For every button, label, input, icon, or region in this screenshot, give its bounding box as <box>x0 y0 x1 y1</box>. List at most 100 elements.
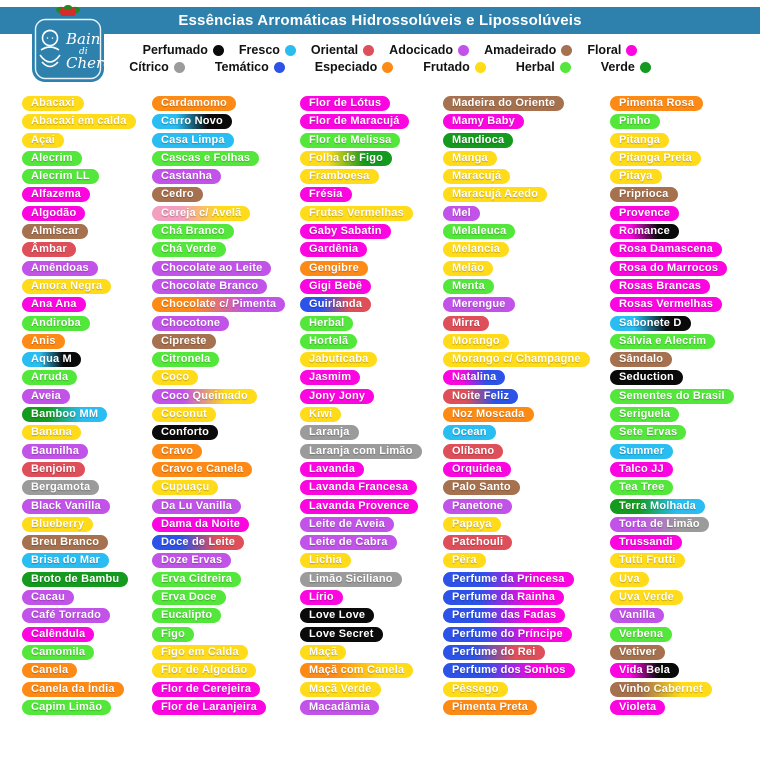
legend-color-dot <box>561 44 573 56</box>
legend-item-tematico: Temático <box>215 60 285 74</box>
svg-text:di: di <box>79 47 88 57</box>
essence-pill: Uva <box>610 571 649 587</box>
essence-pill: Alecrim <box>22 150 82 166</box>
badge-shape <box>32 16 104 82</box>
essence-pill: Cereja c/ Avelã <box>152 205 251 221</box>
essence-pill: Jasmim <box>300 370 361 386</box>
essence-pill: Perfume do Rei <box>443 644 545 660</box>
essence-pill: Noite Feliz <box>443 388 519 404</box>
essence-pill: Love Secret <box>300 626 383 642</box>
essence-pill: Madeira do Oriente <box>443 96 565 111</box>
legend-color-dot <box>363 44 375 56</box>
essence-pill: Cascas e Folhas <box>152 150 260 166</box>
essence-pill: Aqua M <box>22 352 81 368</box>
essence-pill: Priprioca <box>610 187 678 203</box>
essence-pill: Mamy Baby <box>443 114 524 130</box>
essence-pill: Cacau <box>22 590 75 606</box>
essence-pill: Eucalipto <box>152 608 222 624</box>
essence-pill: Sálvia e Alecrim <box>610 333 716 349</box>
legend-item-frutado: Frutado <box>423 60 486 74</box>
legend-row-1: Perfumado Fresco Oriental Adocicado Amadeira… <box>130 43 650 57</box>
essence-pill: Pimenta Rosa <box>610 96 704 111</box>
legend-color-dot <box>212 44 224 56</box>
legend-item-fresco: Fresco <box>239 43 296 57</box>
essence-pill: Gardênia <box>300 242 368 258</box>
legend-item-perfumado: Perfumado <box>143 43 224 57</box>
essence-pill: Rosa Damascena <box>610 242 722 258</box>
essence-pill: Amêndoas <box>22 260 98 276</box>
essence-pill: Baunilha <box>22 443 89 459</box>
legend-color-dot <box>284 44 296 56</box>
essence-pill: Coco <box>152 370 199 386</box>
essence-pill: Gigi Bebê <box>300 278 372 294</box>
essence-pill: Chá Verde <box>152 242 226 258</box>
essence-pill: Menta <box>443 278 494 294</box>
essence-column-1: Abacaxi Abacaxi em calda Açai Alecrim Alecri… <box>22 96 136 715</box>
essence-pill: Frésia <box>300 187 352 203</box>
essence-pill: Gengibre <box>300 260 368 276</box>
essence-pill: Pitanga Preta <box>610 150 701 166</box>
essence-pill: Coconut <box>152 407 217 423</box>
essence-pill: Pitanga <box>610 132 670 148</box>
essence-pill: Leite de Cabra <box>300 535 397 551</box>
essence-pill: Melaleuca <box>443 224 516 240</box>
legend-label: Temático <box>214 60 269 74</box>
essence-pill: Breu Branco <box>22 535 109 551</box>
essence-pill: Brisa do Mar <box>22 553 110 569</box>
essence-pill: Terra Molhada <box>610 498 705 514</box>
legend-item-adocicado: Adocicado <box>389 43 470 57</box>
header-bar: Essências Arromáticas Hidrossolúveis e L… <box>0 7 760 34</box>
legend-row-2: Cítrico Temático Especiado Frutado Herbal Ver… <box>129 60 651 74</box>
essence-pill: Cardamomo <box>152 96 236 111</box>
essence-pill: Figo <box>152 626 195 642</box>
brand-logo: Bain di Chero <box>32 5 112 82</box>
essence-pill: Leite de Aveia <box>300 516 394 532</box>
essence-pill: Talco JJ <box>610 461 673 477</box>
essence-pill: Banana <box>22 425 81 441</box>
essence-pill: Summer <box>610 443 674 459</box>
legend-label: Especiado <box>314 60 378 74</box>
essence-pill: Chocolate ao Leite <box>152 260 272 276</box>
essence-pill: Canela da Índia <box>22 681 124 697</box>
essence-pill: Abacaxi <box>22 96 84 111</box>
essence-pill: Flor de Laranjeira <box>152 699 266 715</box>
essence-pill: Abacaxi em calda <box>22 114 136 130</box>
essence-pill: Flor de Melissa <box>300 132 401 148</box>
essence-pill: Lichia <box>300 553 351 569</box>
essence-pill: Morango <box>443 333 509 349</box>
legend-item-amadeirado: Amadeirado <box>484 43 573 57</box>
essence-pill: Maçã Verde <box>300 681 381 697</box>
essence-pill: Cipreste <box>152 333 216 349</box>
essence-pill: Orquidea <box>443 461 511 477</box>
essence-pill: Macadâmia <box>300 699 380 715</box>
essence-pill: Pimenta Preta <box>443 699 537 715</box>
essence-pill: Vinho Cabernet <box>610 681 712 697</box>
legend-item-floral: Floral <box>587 43 638 57</box>
legend-label: Floral <box>587 43 622 57</box>
essence-pill: Uva Verde <box>610 590 684 606</box>
essence-pill: Flor de Algodão <box>152 663 257 679</box>
essence-pill: Tea Tree <box>610 480 674 496</box>
essence-pill: Maçã com Canela <box>300 663 414 679</box>
essence-pill: Cedro <box>152 187 203 203</box>
legend-label: Frutado <box>423 60 470 74</box>
essence-pill: Pêssego <box>443 681 508 697</box>
essence-pill: Anis <box>22 333 65 349</box>
essence-pill: Tutti Frutti <box>610 553 685 569</box>
essence-pill: Blueberry <box>22 516 94 532</box>
essence-pill: Carro Novo <box>152 114 232 130</box>
essence-pill: Pitaya <box>610 169 662 185</box>
legend-item-citrico: Cítrico <box>129 60 185 74</box>
essence-pill: Amora Negra <box>22 278 112 294</box>
essence-pill: Da Lu Vanilla <box>152 498 242 514</box>
essence-pill: Violeta <box>610 699 666 715</box>
essence-pill: Calêndula <box>22 626 95 642</box>
essence-pill: Pinho <box>610 114 660 130</box>
essence-pill: Maracujá <box>443 169 511 185</box>
essence-pill: Natalina <box>443 370 506 386</box>
brand-wordmark: Bain di Chero <box>65 30 112 72</box>
essence-pill: Sabonete D <box>610 315 691 331</box>
essence-pill: Almíscar <box>22 224 89 240</box>
essence-pill: Rosas Vermelhas <box>610 297 723 313</box>
essence-pill: Capim Limão <box>22 699 112 715</box>
